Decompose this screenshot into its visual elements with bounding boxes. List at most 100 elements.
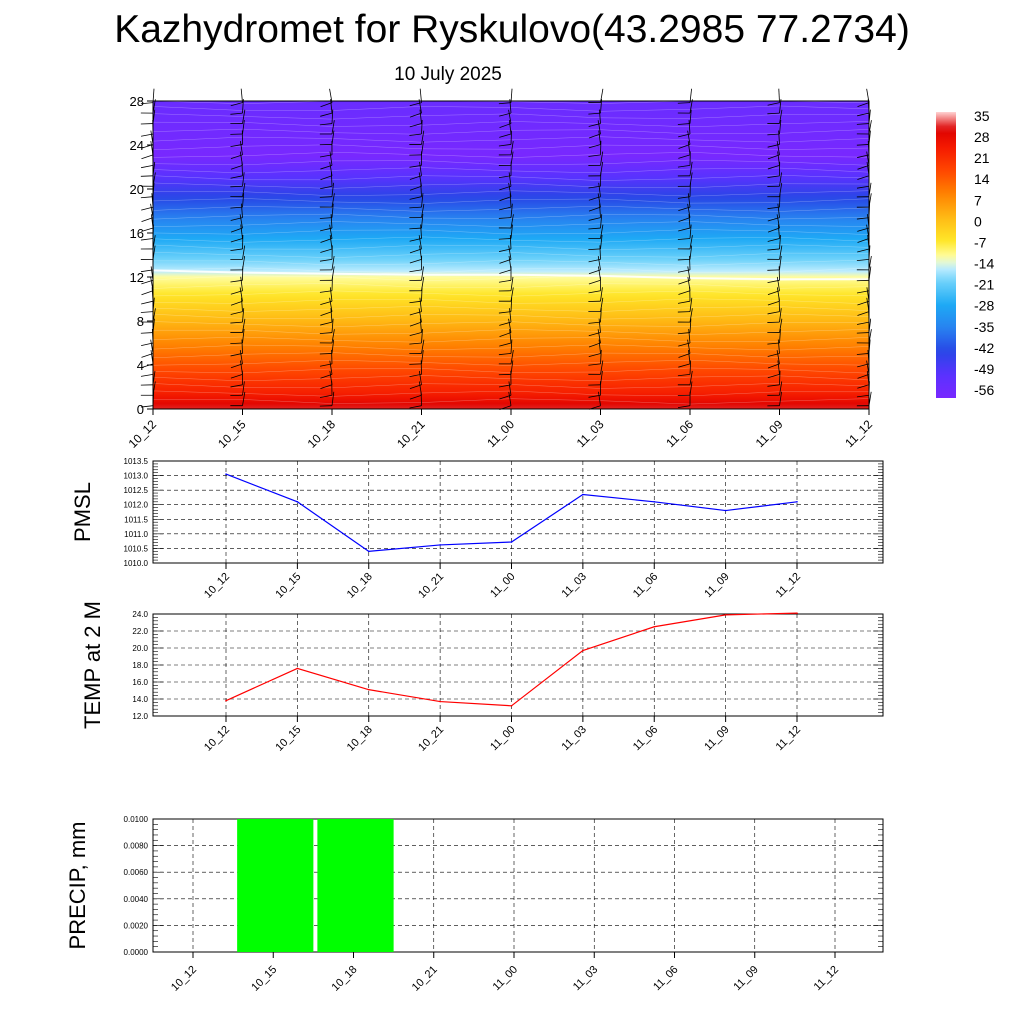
wind-barb-staff bbox=[508, 391, 512, 406]
wind-barb-flag bbox=[588, 175, 601, 177]
wind-barb bbox=[320, 224, 333, 243]
heatmap-field bbox=[153, 101, 869, 409]
isotherm-contour bbox=[152, 182, 870, 189]
wind-barb-flag bbox=[230, 175, 243, 179]
wind-barb-flag bbox=[409, 175, 422, 180]
wind-barb-staff bbox=[418, 370, 422, 385]
wind-barb-flag bbox=[498, 102, 512, 105]
wind-barb bbox=[767, 234, 781, 251]
wind-barb-flag bbox=[498, 311, 512, 314]
wind-barb bbox=[319, 203, 334, 219]
wind-barb-flag bbox=[856, 123, 870, 125]
wind-barb-staff bbox=[508, 182, 512, 197]
wind-barb-staff bbox=[242, 381, 245, 396]
wind-barb bbox=[230, 203, 243, 221]
wind-barb-flag bbox=[857, 102, 870, 108]
wind-barb-staff bbox=[242, 109, 246, 124]
wind-barb-staff bbox=[509, 308, 512, 323]
wind-barb-staff bbox=[242, 308, 245, 323]
wind-barb-flag bbox=[409, 102, 422, 107]
wind-barb bbox=[677, 151, 691, 168]
data-point bbox=[439, 544, 441, 546]
wind-barb-staff bbox=[331, 318, 334, 333]
wind-barb bbox=[678, 339, 691, 358]
wind-barb-flag bbox=[856, 269, 870, 271]
wind-barb-staff bbox=[510, 141, 514, 155]
wind-barb bbox=[230, 318, 246, 333]
wind-barb bbox=[588, 224, 604, 239]
x-tick-label: 10_18 bbox=[305, 417, 339, 451]
wind-barb bbox=[141, 328, 154, 346]
y-tick-label: 1011.5 bbox=[124, 515, 148, 524]
wind-barb-staff bbox=[329, 360, 333, 375]
data-point bbox=[225, 699, 227, 702]
wind-barb-staff bbox=[329, 88, 333, 103]
wind-barb-staff bbox=[689, 318, 692, 333]
wind-barb-staff bbox=[420, 182, 422, 197]
wind-barb-flag bbox=[678, 342, 691, 347]
wind-barb-staff bbox=[598, 182, 601, 197]
wind-barb-staff bbox=[242, 391, 246, 406]
wind-barb-flag bbox=[141, 342, 154, 346]
wind-barb bbox=[319, 120, 335, 135]
wind-barb bbox=[320, 297, 333, 317]
isotherm-contour bbox=[152, 329, 870, 335]
wind-barb-staff bbox=[779, 245, 783, 260]
precip-bar bbox=[317, 819, 394, 952]
wind-barb-flag bbox=[767, 311, 780, 315]
wind-barb-flag bbox=[141, 217, 154, 223]
x-tick-label: 11_12 bbox=[842, 417, 875, 450]
y-axis-label: PMSL bbox=[70, 482, 95, 542]
wind-barb bbox=[230, 193, 245, 209]
y-tick-label: 0.0080 bbox=[124, 842, 149, 851]
wind-barb bbox=[230, 245, 246, 260]
x-tick-label: 10_15 bbox=[215, 417, 249, 451]
wind-barb bbox=[230, 360, 243, 379]
wind-barb bbox=[409, 193, 424, 209]
wind-barb bbox=[498, 339, 513, 356]
wind-barb-staff bbox=[508, 381, 512, 396]
isotherm-contour bbox=[152, 198, 870, 204]
wind-barb-flag bbox=[588, 112, 601, 115]
x-tick-label: 11_06 bbox=[631, 571, 661, 601]
colorbar-label: 35 bbox=[974, 108, 990, 124]
wind-barb bbox=[677, 297, 693, 313]
wind-barb-staff bbox=[329, 151, 333, 166]
wind-barb-flag bbox=[409, 259, 422, 264]
wind-barb bbox=[588, 161, 604, 177]
wind-barb-flag bbox=[588, 259, 601, 263]
wind-barb-staff bbox=[776, 350, 780, 364]
wind-barb-flag bbox=[141, 154, 154, 160]
wind-barb-staff bbox=[778, 88, 780, 103]
wind-barb-staff bbox=[508, 172, 512, 187]
wind-barb-staff bbox=[776, 214, 780, 229]
wind-barb-flag bbox=[230, 123, 243, 124]
date-subtitle: 10 July 2025 bbox=[394, 64, 502, 85]
wind-barb-flag bbox=[857, 300, 870, 306]
wind-barb bbox=[588, 287, 603, 302]
x-tick-label: 10_18 bbox=[345, 724, 375, 754]
wind-barb-flag bbox=[141, 300, 154, 305]
wind-barb-flag bbox=[230, 154, 243, 160]
wind-barb-flag bbox=[588, 342, 601, 348]
wind-barb-staff bbox=[241, 297, 243, 312]
wind-barb-staff bbox=[419, 109, 422, 124]
wind-barb bbox=[409, 161, 422, 180]
wind-barb-flag bbox=[320, 321, 333, 326]
wind-barb bbox=[499, 193, 512, 211]
colorbar-label: -21 bbox=[974, 277, 994, 293]
wind-barb bbox=[499, 329, 512, 347]
wind-barb bbox=[499, 234, 512, 252]
wind-barb-staff bbox=[688, 120, 691, 135]
wind-barb-staff bbox=[239, 287, 243, 302]
wind-barb-flag bbox=[320, 311, 333, 317]
wind-barb-flag bbox=[230, 206, 243, 209]
wind-barb-staff bbox=[421, 203, 425, 218]
wind-barb bbox=[320, 370, 333, 389]
wind-barb-flag bbox=[588, 311, 601, 313]
wind-barb-flag bbox=[320, 185, 333, 190]
wind-barb-flag bbox=[856, 321, 870, 325]
wind-barb-flag bbox=[588, 384, 601, 386]
wind-barb-staff bbox=[689, 370, 693, 385]
wind-barb-flag bbox=[409, 373, 422, 378]
